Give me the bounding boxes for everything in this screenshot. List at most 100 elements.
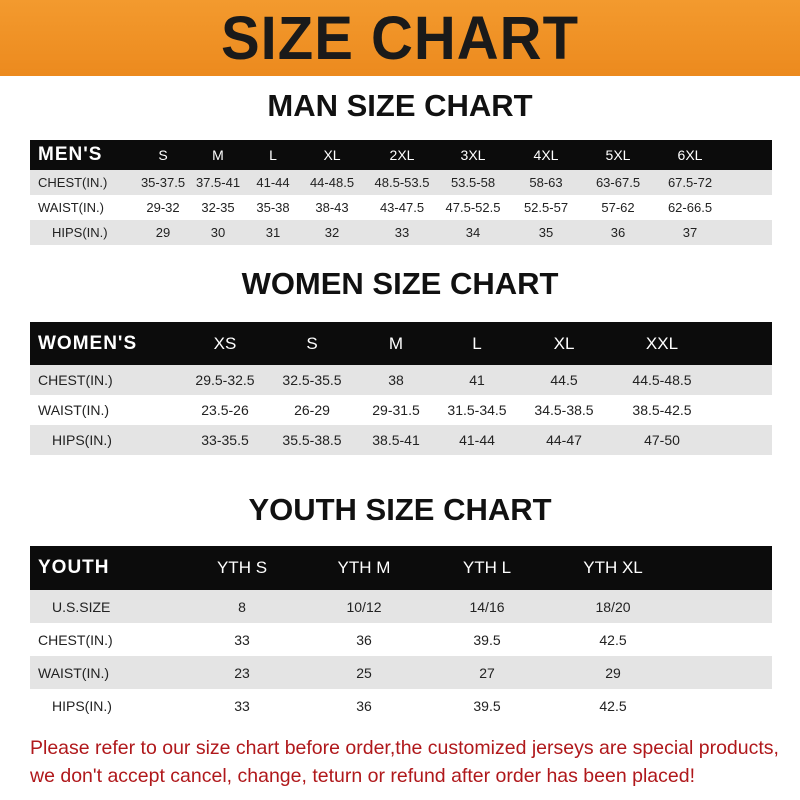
measurement-cell: 37 [682, 225, 698, 240]
size-column-header: L [269, 147, 277, 163]
row-label: WAIST(IN.) [38, 200, 104, 215]
row-label: WAIST(IN.) [38, 402, 110, 418]
table-row: WAIST(IN.) 29-32 32-35 35-38 38-43 43-47.5 47.… [30, 195, 772, 220]
measurement-cell: 42.5 [599, 631, 627, 648]
measurement-cell: 14/16 [469, 598, 505, 615]
notice-line-2: we don't accept cancel, change, teturn o… [30, 765, 695, 787]
notice-line-1: Please refer to our size chart before or… [30, 737, 779, 759]
measurement-cell: 29 [155, 225, 171, 240]
measurement-cell: 38 [388, 372, 404, 388]
table-row: WAIST(IN.) 23.5-26 26-29 29-31.5 31.5-34.5 34… [30, 395, 772, 425]
youth-size-table: YOUTH YTH S YTH M YTH L YTH XL U.S.SIZE 8 10/12… [30, 546, 772, 722]
row-label: HIPS(IN.) [52, 225, 108, 240]
measurement-cell: 25 [356, 664, 372, 681]
measurement-cell: 29-32 [146, 200, 180, 215]
table-row: HIPS(IN.) 29 30 31 32 33 34 35 36 37 [30, 220, 772, 245]
measurement-cell: 57-62 [601, 200, 635, 215]
measurement-cell: 38.5-41 [372, 432, 420, 448]
youth-chart-title: YOUTH SIZE CHART [248, 492, 552, 527]
table-header-label: MEN'S [38, 144, 103, 165]
table-row: CHEST(IN.) 33 36 39.5 42.5 [30, 623, 772, 656]
size-column-header: S [306, 333, 318, 353]
measurement-cell: 26-29 [294, 402, 330, 418]
measurement-cell: 44.5 [550, 372, 578, 388]
measurement-cell: 37.5-41 [195, 175, 241, 190]
measurement-cell: 53.5-58 [450, 175, 496, 190]
table-row: CHEST(IN.) 35-37.5 37.5-41 41-44 44-48.5 48.5… [30, 170, 772, 195]
men-chart-title: MAN SIZE CHART [267, 88, 533, 123]
measurement-cell: 35-37.5 [140, 175, 186, 190]
measurement-cell: 41-44 [459, 432, 495, 448]
measurement-cell: 36 [610, 225, 626, 240]
size-column-header: M [212, 147, 224, 163]
measurement-cell: 32.5-35.5 [282, 372, 342, 388]
size-column-header: 2XL [389, 147, 415, 163]
table-header-label: YOUTH [38, 557, 110, 578]
measurement-cell: 33 [234, 697, 250, 714]
row-label: HIPS(IN.) [52, 432, 112, 448]
measurement-cell: 62-66.5 [667, 200, 713, 215]
table-row: HIPS(IN.) 33 36 39.5 42.5 [30, 689, 772, 722]
measurement-cell: 63-67.5 [595, 175, 641, 190]
measurement-cell: 23 [234, 664, 250, 681]
measurement-cell: 41 [469, 372, 485, 388]
row-label: CHEST(IN.) [38, 372, 113, 388]
measurement-cell: 31.5-34.5 [447, 402, 507, 418]
measurement-cell: 32 [324, 225, 340, 240]
size-column-header: 5XL [605, 147, 631, 163]
measurement-cell: 39.5 [473, 697, 501, 714]
measurement-cell: 48.5-53.5 [374, 175, 430, 190]
size-column-header: XL [323, 147, 341, 163]
size-column-header: 6XL [677, 147, 703, 163]
order-notice: Please refer to our size chart before or… [30, 734, 800, 790]
size-column-header: XS [213, 333, 237, 353]
table-row: CHEST(IN.) 29.5-32.5 32.5-35.5 38 41 44.5 44.5… [30, 365, 772, 395]
women-chart-title: WOMEN SIZE CHART [241, 266, 559, 301]
measurement-cell: 43-47.5 [379, 200, 425, 215]
measurement-cell: 58-63 [529, 175, 563, 190]
measurement-cell: 42.5 [599, 697, 627, 714]
size-column-header: YTH M [337, 558, 391, 577]
measurement-cell: 18/20 [595, 598, 631, 615]
size-column-header: XL [553, 333, 575, 353]
measurement-cell: 10/12 [346, 598, 382, 615]
row-label: CHEST(IN.) [38, 631, 113, 648]
measurement-cell: 33 [394, 225, 410, 240]
size-column-header: 3XL [460, 147, 486, 163]
measurement-cell: 44-48.5 [309, 175, 355, 190]
measurement-cell: 8 [238, 598, 246, 615]
measurement-cell: 29.5-32.5 [195, 372, 255, 388]
size-column-header: L [472, 333, 482, 353]
table-header-label: WOMEN'S [38, 332, 138, 354]
table-header-row: MEN'S S M L XL 2XL 3XL 4XL 5XL 6XL [30, 140, 772, 170]
measurement-cell: 23.5-26 [201, 402, 249, 418]
measurement-cell: 35 [538, 225, 554, 240]
row-label: HIPS(IN.) [52, 697, 112, 714]
measurement-cell: 35.5-38.5 [282, 432, 342, 448]
size-column-header: YTH XL [583, 558, 643, 577]
size-chart-banner: SIZE CHART [0, 0, 800, 76]
measurement-cell: 36 [356, 631, 372, 648]
measurement-cell: 30 [210, 225, 226, 240]
measurement-cell: 52.5-57 [523, 200, 569, 215]
measurement-cell: 29-31.5 [372, 402, 420, 418]
banner-title: SIZE CHART [221, 3, 579, 73]
table-header-row: YOUTH YTH S YTH M YTH L YTH XL [30, 546, 772, 590]
measurement-cell: 44-47 [546, 432, 582, 448]
measurement-cell: 38-43 [315, 200, 349, 215]
measurement-cell: 34.5-38.5 [534, 402, 594, 418]
measurement-cell: 33 [234, 631, 250, 648]
row-label: WAIST(IN.) [38, 664, 110, 681]
measurement-cell: 34 [465, 225, 481, 240]
measurement-cell: 33-35.5 [201, 432, 249, 448]
measurement-cell: 44.5-48.5 [632, 372, 692, 388]
table-row: HIPS(IN.) 33-35.5 35.5-38.5 38.5-41 41-44 44-… [30, 425, 772, 455]
measurement-cell: 35-38 [256, 200, 290, 215]
size-column-header: S [158, 147, 168, 163]
size-column-header: YTH S [216, 558, 268, 577]
row-label: CHEST(IN.) [38, 175, 108, 190]
table-row: U.S.SIZE 8 10/12 14/16 18/20 [30, 590, 772, 623]
size-column-header: M [388, 333, 404, 353]
measurement-cell: 38.5-42.5 [632, 402, 692, 418]
measurement-cell: 31 [265, 225, 281, 240]
